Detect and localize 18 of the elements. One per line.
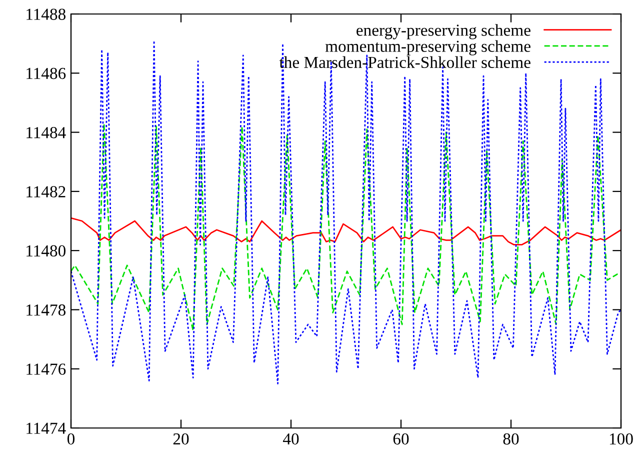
x-tick-label: 100: [610, 433, 633, 445]
y-tick-label: 11484: [26, 126, 66, 138]
y-tick-label: 11476: [26, 364, 66, 375]
y-tick-label: 11486: [26, 68, 66, 80]
x-tick-label: 0: [67, 433, 75, 445]
legend-label: energy-preserving scheme: [356, 24, 530, 40]
legend-label: momentum-preserving scheme: [325, 40, 530, 56]
x-tick-label: 40: [282, 433, 299, 445]
line-series: [71, 40, 621, 384]
y-tick-label: 11480: [26, 245, 66, 257]
y-tick-label: 11482: [26, 186, 66, 198]
y-tick-label: 11474: [26, 422, 66, 434]
line-series: [71, 217, 621, 246]
x-tick-label: 20: [173, 433, 189, 445]
x-tick-label: 60: [393, 433, 409, 445]
x-tick-label: 80: [503, 433, 519, 445]
y-tick-label: 11478: [26, 304, 66, 316]
y-tick-label: 11488: [26, 8, 66, 20]
